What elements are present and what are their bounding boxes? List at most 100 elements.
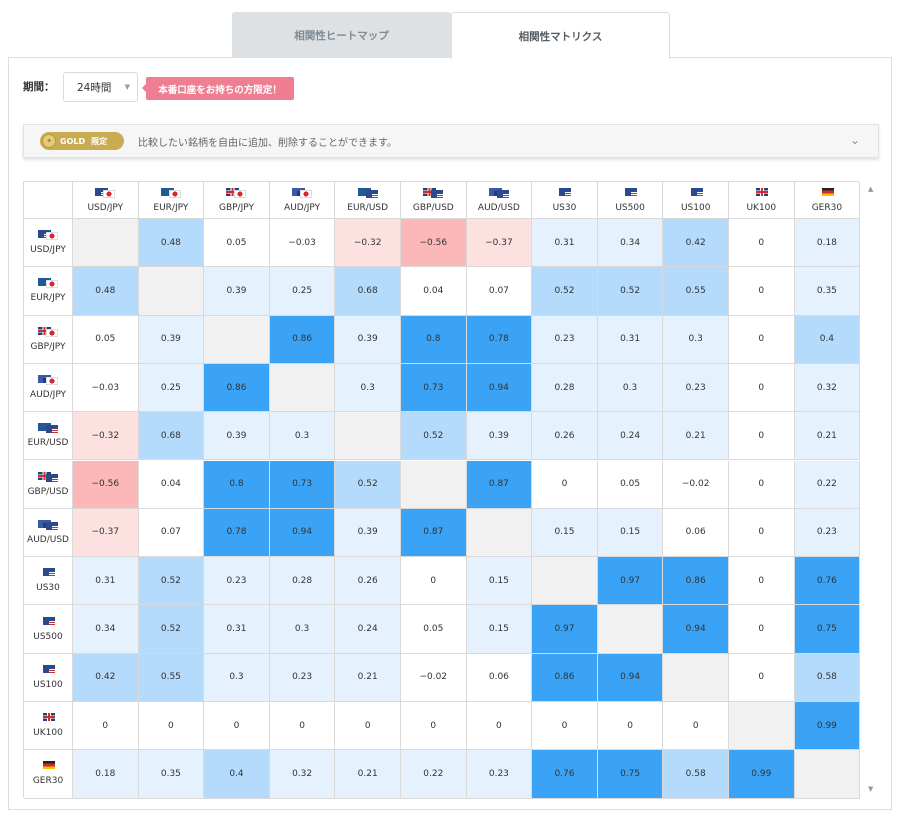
matrix-cell: −0.03 [269, 219, 336, 268]
column-header: USD/JPY [73, 182, 139, 219]
us-flag-icon [46, 473, 58, 482]
column-header: US30 [532, 182, 598, 219]
jp-flag-icon [46, 280, 58, 289]
column-header: US100 [663, 182, 729, 219]
matrix-cell: 0 [335, 702, 401, 751]
matrix-cell: 0.05 [204, 219, 270, 268]
row-header-label: UK100 [33, 728, 63, 739]
row-header-label: US30 [36, 583, 60, 594]
column-header: GER30 [794, 182, 861, 219]
matrix-cell: 0.21 [663, 412, 729, 461]
au-flag-icon [38, 375, 51, 384]
matrix-cell: 0.05 [401, 605, 467, 654]
matrix-cell: 0.86 [663, 557, 729, 606]
matrix-diagonal-cell [269, 363, 336, 413]
matrix-cell: 0.76 [794, 557, 861, 606]
matrix-diagonal-cell [532, 557, 598, 606]
matrix-cell: 0.48 [138, 219, 205, 268]
row-header: EUR/USD [24, 412, 73, 461]
column-header: EUR/USD [335, 182, 401, 219]
period-label: 期間： [23, 81, 55, 93]
matrix-cell: 0.94 [663, 605, 729, 654]
row-header-label: US100 [33, 679, 63, 690]
matrix-cell: 0 [532, 702, 598, 751]
matrix-cell: 0.97 [532, 605, 598, 654]
scroll-up-icon[interactable]: ▲ [868, 185, 874, 193]
matrix-cell: 0.4 [204, 750, 270, 799]
matrix-cell: 0.35 [794, 267, 861, 316]
row-header: GBP/JPY [24, 315, 73, 364]
matrix-diagonal-cell [401, 460, 467, 509]
matrix-cell: 0.39 [335, 508, 401, 558]
matrix-cell: 0 [729, 363, 795, 413]
matrix-cell: 0.73 [269, 460, 336, 509]
eu-flag-icon [357, 187, 371, 196]
flag-icon [38, 375, 58, 386]
jp-flag-icon [103, 189, 116, 198]
flag-icon [686, 187, 706, 198]
matrix-cell: 0.21 [335, 653, 401, 702]
matrix-cell: 0.35 [138, 750, 205, 799]
matrix-cell: 0.39 [204, 267, 270, 316]
matrix-cell: 0 [729, 508, 795, 558]
matrix-cell: 0 [729, 605, 795, 654]
matrix-cell: −0.37 [73, 508, 139, 558]
flag-icon [160, 187, 181, 198]
scroll-down-icon[interactable]: ▼ [868, 785, 874, 793]
us-flag-icon [496, 189, 509, 198]
matrix-cell: 0 [532, 460, 598, 509]
matrix-cell: 0.23 [269, 653, 336, 702]
matrix-cell: 0.78 [204, 508, 270, 558]
us-flag-icon [559, 187, 572, 196]
matrix-cell: 0.3 [335, 363, 401, 413]
us-flag-icon [43, 664, 55, 673]
matrix-cell: 0 [729, 219, 795, 268]
matrix-cell: 0.39 [335, 315, 401, 364]
row-header: GER30 [24, 750, 73, 799]
au-flag-icon [292, 187, 306, 196]
column-header-label: EUR/JPY [153, 202, 189, 213]
matrix-diagonal-cell [663, 653, 729, 702]
jp-flag-icon [300, 189, 313, 198]
column-header-label: GER30 [811, 202, 843, 213]
matrix-diagonal-cell [138, 267, 205, 316]
vertical-scrollbar[interactable]: ▲ ▼ [865, 181, 879, 797]
column-header: GBP/USD [401, 182, 467, 219]
matrix-cell: 0.3 [597, 363, 664, 413]
period-select[interactable]: 24時間 ▼ [63, 72, 138, 102]
matrix-cell: 0.15 [597, 508, 664, 558]
row-header-label: AUD/JPY [29, 390, 67, 401]
matrix-diagonal-cell [335, 412, 401, 461]
flag-icon [292, 187, 313, 198]
tab-matrix[interactable]: 相関性マトリクス [451, 12, 670, 59]
matrix-cell: 0 [729, 460, 795, 509]
matrix-diagonal-cell [597, 605, 664, 654]
column-header-label: AUD/JPY [284, 202, 321, 213]
tab-heatmap[interactable]: 相関性ヒートマップ [232, 12, 451, 58]
matrix-cell: 0.21 [335, 750, 401, 799]
us-flag-icon [625, 187, 638, 196]
chevron-down-icon[interactable]: ⌄ [849, 133, 860, 147]
matrix-cell: 0.34 [597, 219, 664, 268]
matrix-cell: 0.8 [204, 460, 270, 509]
matrix-cell: 0.18 [794, 219, 861, 268]
matrix-cell: 0 [729, 315, 795, 364]
info-bar[interactable]: ✦ GOLD 限定 比較したい銘柄を自由に追加、削除することができます。 ⌄ [23, 124, 879, 158]
matrix-cell: 0.32 [269, 750, 336, 799]
matrix-cell: 0.24 [597, 412, 664, 461]
matrix-cell: 0.94 [466, 363, 533, 413]
matrix-cell: 0 [138, 702, 205, 751]
matrix-cell: 0.58 [663, 750, 729, 799]
matrix-cell: 0.06 [466, 653, 533, 702]
column-header: GBP/JPY [204, 182, 270, 219]
matrix-cell: 0.3 [269, 605, 336, 654]
correlation-matrix: USD/JPY EUR/JPY GBP/JPY AUD/JPY EUR/USD GBP/U… [23, 181, 879, 799]
matrix-cell: 0 [729, 653, 795, 702]
flag-icon [38, 713, 58, 723]
matrix-cell: 0.52 [138, 605, 205, 654]
matrix-cell: −0.32 [335, 219, 401, 268]
matrix-cell: 0.06 [663, 508, 729, 558]
matrix-cell: 0.75 [794, 605, 861, 654]
column-header-label: EUR/USD [347, 202, 389, 213]
matrix-cell: 0.58 [794, 653, 861, 702]
